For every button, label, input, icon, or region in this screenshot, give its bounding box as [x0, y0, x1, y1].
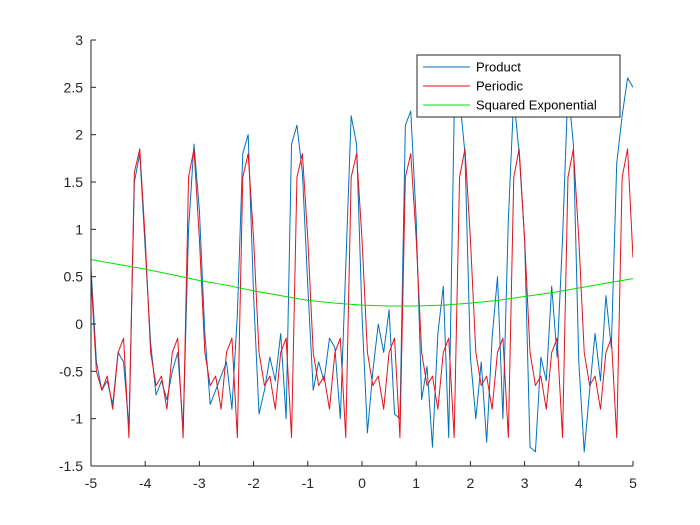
- x-tick-label: 1: [412, 475, 420, 491]
- y-tick-label: -1: [71, 411, 84, 427]
- x-tick-label: -5: [85, 475, 98, 491]
- series-line-squared-exponential: [91, 259, 633, 307]
- x-tick-label: -4: [139, 475, 152, 491]
- legend-label-squared-exponential: Squared Exponential: [476, 98, 597, 113]
- legend-label-product: Product: [476, 60, 521, 75]
- legend: Product Periodic Squared Exponential: [416, 54, 621, 118]
- y-tick-label: 0.5: [64, 269, 84, 285]
- y-tick-label: 1: [75, 221, 83, 237]
- y-tick-label: 1.5: [64, 174, 84, 190]
- series-group: [91, 77, 633, 453]
- y-tick-label: -0.5: [59, 363, 83, 379]
- x-tick-label: 4: [575, 475, 583, 491]
- x-tick-label: 0: [358, 475, 366, 491]
- x-tick-label: 3: [521, 475, 529, 491]
- axes: -5 -4 -3 -2 -1 0 1 2 3 4 5 -1.5 -1 -0.5 0 0.5 1 1.5 2 2.5 3: [59, 32, 637, 491]
- y-tick-label: 2.5: [64, 79, 84, 95]
- series-line-periodic: [91, 148, 633, 439]
- x-tick-label: 2: [467, 475, 475, 491]
- x-tick-label: 5: [629, 475, 637, 491]
- plot-area: [91, 77, 633, 453]
- y-tick-label: -1.5: [59, 458, 83, 474]
- y-tick-label: 0: [75, 316, 83, 332]
- legend-label-periodic: Periodic: [476, 79, 523, 94]
- y-tick-label: 3: [75, 32, 83, 48]
- x-tick-label: -1: [302, 475, 315, 491]
- x-tick-label: -2: [247, 475, 260, 491]
- y-tick-label: 2: [75, 127, 83, 143]
- x-tick-label: -3: [193, 475, 206, 491]
